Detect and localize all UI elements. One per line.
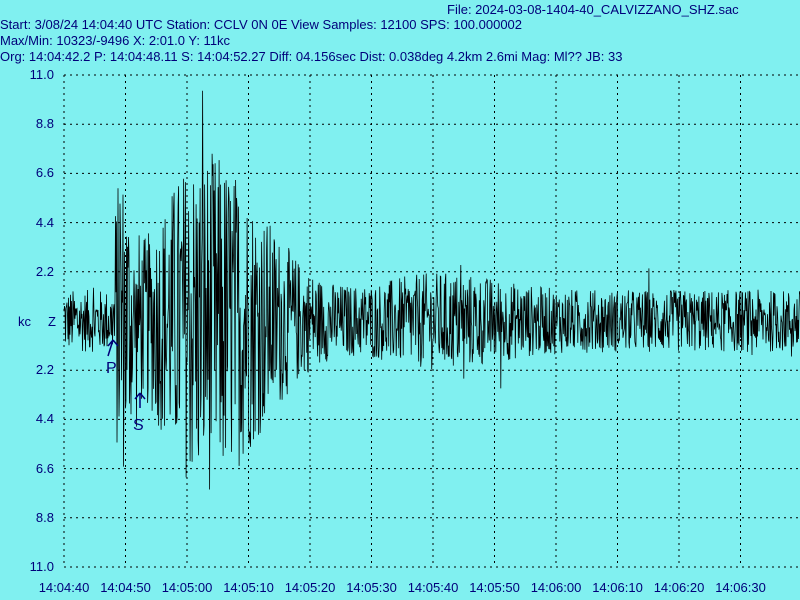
y-tick-label: 8.8: [35, 509, 54, 525]
y-tick-label: 11.0: [29, 67, 54, 82]
x-tick-label: 14:05:50: [469, 580, 520, 595]
x-tick-label: 14:04:40: [38, 580, 90, 595]
x-tick-label: 14:05:40: [407, 580, 459, 595]
x-tick-label: 14:04:50: [100, 580, 151, 595]
y-tick-label: 2.2: [35, 263, 54, 279]
y-tick-label: 8.8: [35, 116, 54, 132]
y-tick-label: 6.6: [35, 165, 54, 181]
channel-label: Z: [48, 314, 56, 329]
seismic-trace: [63, 90, 800, 490]
y-tick-label: 11.0: [29, 559, 54, 574]
x-tick-label: 14:05:30: [346, 580, 397, 595]
y-tick-label: 2.2: [35, 362, 54, 378]
maxmin-info: Max/Min: 10323/-9496 X: 2:01.0 Y: 11kc: [0, 33, 231, 48]
start-info: Start: 3/08/24 14:04:40 UTC Station: CCL…: [0, 17, 523, 32]
p-phase-marker: P: [106, 360, 117, 377]
x-tick-label: 14:06:30: [715, 580, 766, 595]
x-tick-label: 14:06:10: [592, 580, 643, 595]
x-tick-label: 14:05:20: [284, 580, 336, 595]
y-tick-label: 4.4: [35, 214, 54, 230]
origin-info: Org: 14:04:42.2 P: 14:04:48.11 S: 14:04:…: [0, 49, 623, 64]
x-tick-label: 14:06:00: [530, 580, 582, 595]
x-tick-label: 14:05:00: [161, 580, 213, 595]
p-arrow: [107, 339, 119, 357]
file-label: File: 2024-03-08-1404-40_CALVIZZANO_SHZ.…: [447, 2, 739, 17]
x-tick-label: 14:06:20: [653, 580, 705, 595]
y-unit-label: kc: [18, 314, 31, 329]
y-tick-label: 6.6: [35, 460, 54, 476]
y-tick-label: 4.4: [35, 411, 54, 427]
x-tick-label: 14:05:10: [223, 580, 274, 595]
s-arrow: [134, 392, 146, 408]
s-phase-marker: S: [133, 417, 144, 434]
